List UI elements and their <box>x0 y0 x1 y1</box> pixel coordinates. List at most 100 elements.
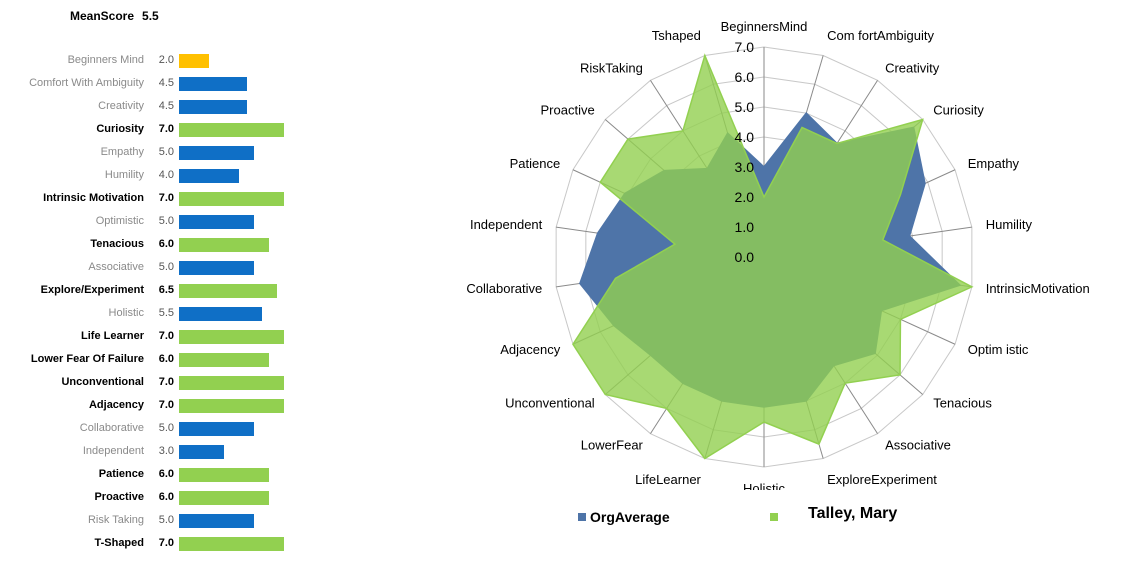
bar-value: 7.0 <box>158 192 174 204</box>
bar-value: 7.0 <box>158 376 174 388</box>
bar-label: Risk Taking <box>87 514 144 526</box>
bar-value: 6.0 <box>158 353 174 365</box>
score-bar <box>179 54 209 68</box>
bar-value: 6.0 <box>158 468 174 480</box>
score-bar <box>179 399 284 413</box>
bar-label: Comfort With Ambiguity <box>29 77 144 89</box>
score-bar <box>179 261 254 275</box>
score-bar <box>179 330 284 344</box>
radar-axis-label: Humility <box>986 217 1033 232</box>
bar-row: Comfort With Ambiguity 4.5 <box>0 75 300 93</box>
bar-label: Curiosity <box>96 123 144 135</box>
bar-label: Independent <box>82 445 144 457</box>
radar-axis-label: Patience <box>510 156 561 171</box>
bar-value: 3.0 <box>158 445 174 457</box>
bar-value: 7.0 <box>158 123 174 135</box>
mean-score-value: 5.5 <box>142 9 159 23</box>
bar-value: 5.0 <box>158 146 174 158</box>
bar-row: Patience 6.0 <box>0 466 300 484</box>
bar-row: Creativity 4.5 <box>0 98 300 116</box>
bar-label: Empathy <box>100 146 144 158</box>
radar-axis-label: Curiosity <box>933 102 984 117</box>
radar-chart: BeginnersMind Com fortAmbiguity Creativity… <box>466 20 1089 490</box>
bar-row: Beginners Mind 2.0 <box>0 52 300 70</box>
bar-value: 7.0 <box>158 330 174 342</box>
bar-label: Humility <box>104 169 144 181</box>
bar-value: 2.0 <box>158 54 174 66</box>
bar-label: Collaborative <box>79 422 144 434</box>
bar-row: Optimistic 5.0 <box>0 213 300 231</box>
bar-value: 7.0 <box>158 537 174 549</box>
score-bar <box>179 284 277 298</box>
radar-axis-label: Empathy <box>968 156 1020 171</box>
bar-value: 5.0 <box>158 514 174 526</box>
score-bar <box>179 123 284 137</box>
radar-axis-label: Tenacious <box>933 396 992 411</box>
legend-swatch-person <box>770 513 778 521</box>
bar-value: 6.0 <box>158 491 174 503</box>
bar-value: 6.0 <box>158 238 174 250</box>
radar-tick-label: 3.0 <box>735 159 755 175</box>
legend-label-org: OrgAverage <box>590 509 670 525</box>
radar-axis-label: LowerFear <box>581 437 644 452</box>
bar-row: Lower Fear Of Failure 6.0 <box>0 351 300 369</box>
radar-axis-label: Adjacency <box>500 342 560 357</box>
bar-value: 4.5 <box>158 77 174 89</box>
bar-label: Optimistic <box>95 215 144 227</box>
radar-axis-label: LifeLearner <box>635 472 701 487</box>
bar-row: Adjacency 7.0 <box>0 397 300 415</box>
score-bar <box>179 215 254 229</box>
radar-tick-label: 0.0 <box>735 249 755 265</box>
bar-label: Tenacious <box>90 238 144 250</box>
bar-row: Collaborative 5.0 <box>0 420 300 438</box>
score-bar <box>179 169 239 183</box>
bar-row: Independent 3.0 <box>0 443 300 461</box>
bar-row: Life Learner 7.0 <box>0 328 300 346</box>
bar-label: Associative <box>88 261 144 273</box>
bar-value: 7.0 <box>158 399 174 411</box>
bar-row: Intrinsic Motivation 7.0 <box>0 190 300 208</box>
bar-label: Creativity <box>98 100 144 112</box>
bar-label: Beginners Mind <box>67 54 144 66</box>
bar-value: 5.5 <box>158 307 174 319</box>
radar-axis-label: Creativity <box>885 61 940 76</box>
bar-label: Explore/Experiment <box>40 284 144 296</box>
radar-tick-label: 2.0 <box>735 189 755 205</box>
bar-value: 6.5 <box>158 284 174 296</box>
score-bar <box>179 238 269 252</box>
radar-axis-label: Collaborative <box>466 281 542 296</box>
radar-series <box>572 53 974 460</box>
bar-label: Holistic <box>108 307 144 319</box>
radar-tick-label: 7.0 <box>735 39 755 55</box>
score-bar <box>179 376 284 390</box>
bar-row: Proactive 6.0 <box>0 489 300 507</box>
bar-value: 5.0 <box>158 261 174 273</box>
radar-tick-label: 1.0 <box>735 219 755 235</box>
radar-axis-label: Unconventional <box>505 396 595 411</box>
radar-axis-label: Optim istic <box>968 342 1029 357</box>
score-bar <box>179 537 284 551</box>
radar-axis-label: Associative <box>885 437 951 452</box>
bar-label: Intrinsic Motivation <box>43 192 144 204</box>
score-bar <box>179 422 254 436</box>
bar-label: Patience <box>98 468 144 480</box>
bar-label: Unconventional <box>61 376 144 388</box>
score-bar <box>179 192 284 206</box>
score-bar <box>179 445 224 459</box>
mean-score-label: MeanScore <box>70 9 135 23</box>
bar-row: Holistic 5.5 <box>0 305 300 323</box>
bar-row: Tenacious 6.0 <box>0 236 300 254</box>
bar-row: Humility 4.0 <box>0 167 300 185</box>
score-bar <box>179 77 247 91</box>
radar-axis-label: IntrinsicMotivation <box>986 281 1090 296</box>
legend-swatch-org <box>578 513 586 521</box>
bar-value: 4.5 <box>158 100 174 112</box>
bar-row: Explore/Experiment 6.5 <box>0 282 300 300</box>
radar-axis-labels: BeginnersMind Com fortAmbiguity Creativity… <box>466 20 1089 490</box>
bar-row: Unconventional 7.0 <box>0 374 300 392</box>
legend-label-person: Talley, Mary <box>808 505 898 522</box>
radar-axis-label: Independent <box>470 217 543 232</box>
bar-label: Life Learner <box>81 330 144 342</box>
bar-row: T-Shaped 7.0 <box>0 535 300 553</box>
radar-axis-label: Tshaped <box>652 28 701 43</box>
